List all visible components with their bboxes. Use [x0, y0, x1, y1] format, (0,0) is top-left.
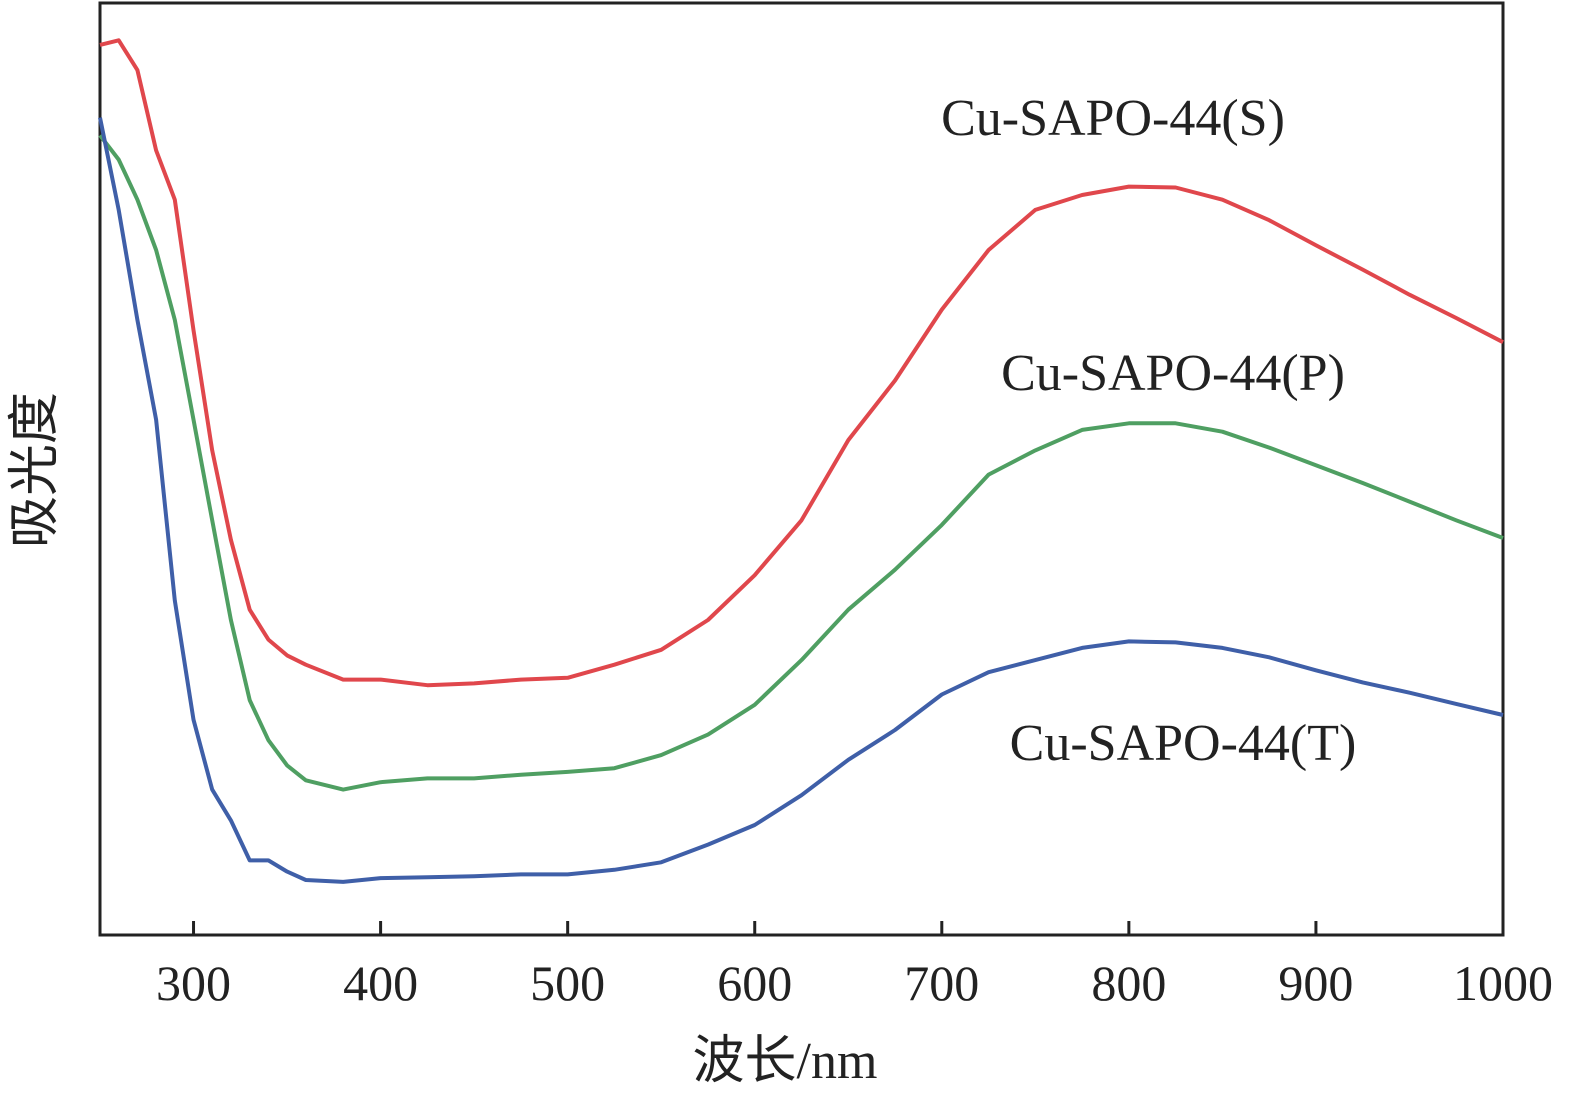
y-axis-label: 吸光度	[7, 392, 64, 548]
series-line	[98, 117, 1504, 884]
x-tick-label: 600	[717, 955, 792, 1011]
series-line	[99, 38, 1504, 688]
plot-frame	[98, 1, 1505, 937]
x-tick-label: 1000	[1453, 955, 1553, 1011]
x-tick-label: 700	[904, 955, 979, 1011]
series-line	[98, 134, 1504, 792]
series-label: Cu-SAPO-44(T)	[1010, 715, 1357, 772]
x-tick-label: 500	[530, 955, 605, 1011]
x-tick-label: 900	[1278, 955, 1353, 1011]
x-tick-label: 800	[1091, 955, 1166, 1011]
series-label: Cu-SAPO-44(S)	[941, 90, 1285, 147]
series-label: Cu-SAPO-44(P)	[1001, 345, 1345, 402]
x-tick-label: 400	[343, 955, 418, 1011]
x-tick-label: 300	[156, 955, 231, 1011]
x-axis-label: 波长/nm	[693, 1033, 878, 1090]
